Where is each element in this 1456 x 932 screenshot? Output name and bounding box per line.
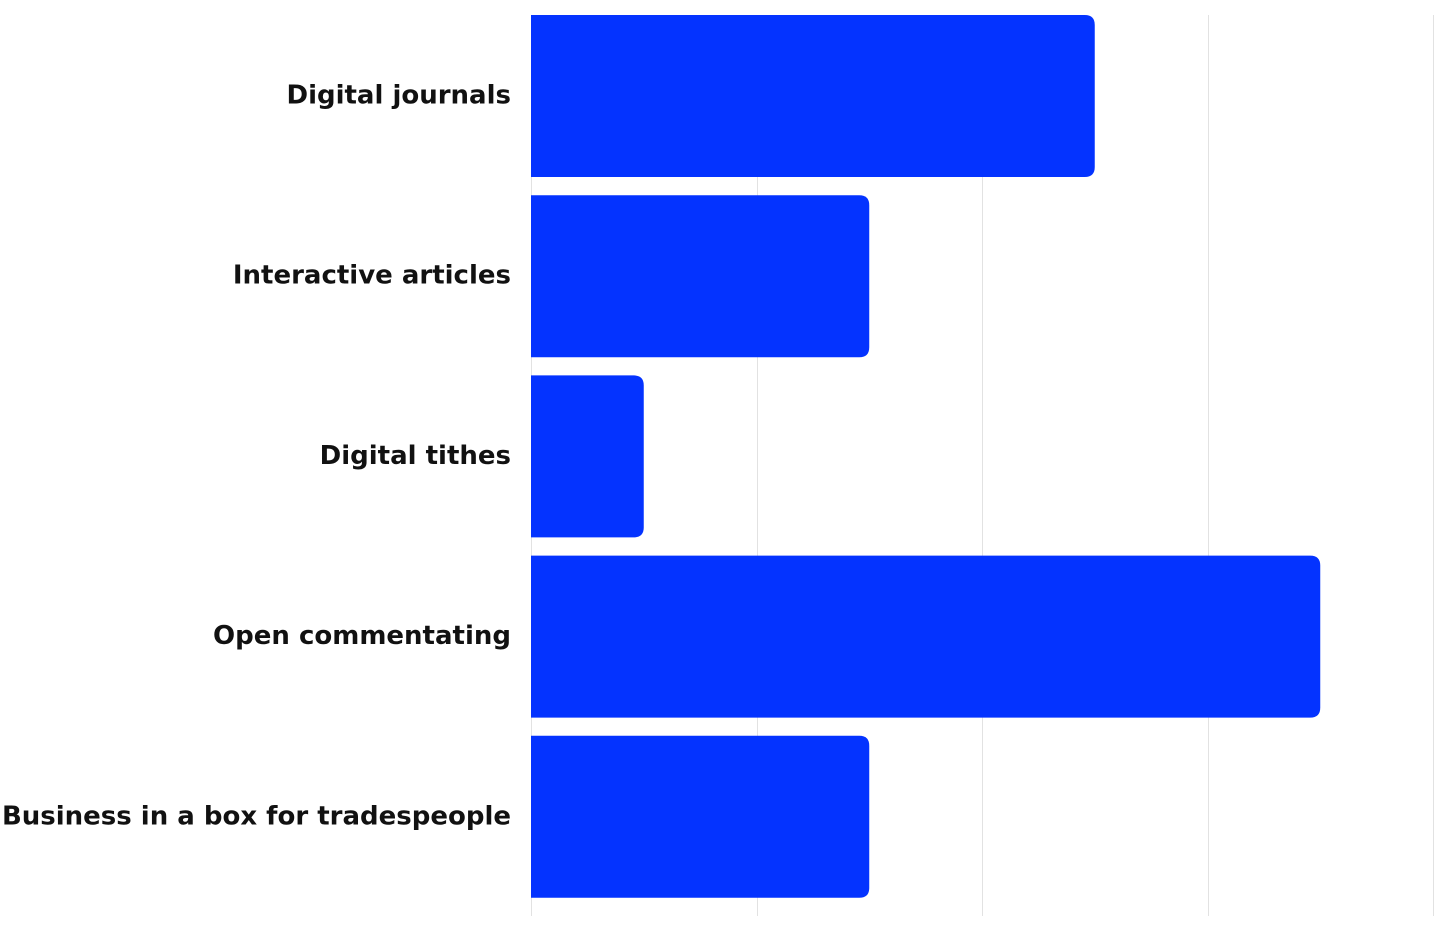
bar-business-in-a-box-for-tradespeople <box>531 735 870 898</box>
category-label: Business in a box for tradespeople <box>2 801 511 831</box>
category-label: Open commentating <box>213 621 511 651</box>
category-label: Interactive articles <box>233 261 511 291</box>
bar-interactive-articles <box>531 195 870 358</box>
category-label: Digital tithes <box>320 441 511 471</box>
bar-open-commentating <box>531 555 1321 718</box>
bar-digital-journals <box>531 15 1095 177</box>
category-labels: Digital journals Interactive articles Digi… <box>2 81 511 832</box>
bars <box>531 15 1321 898</box>
bar-digital-tithes <box>531 375 644 538</box>
category-label: Digital journals <box>286 81 511 111</box>
